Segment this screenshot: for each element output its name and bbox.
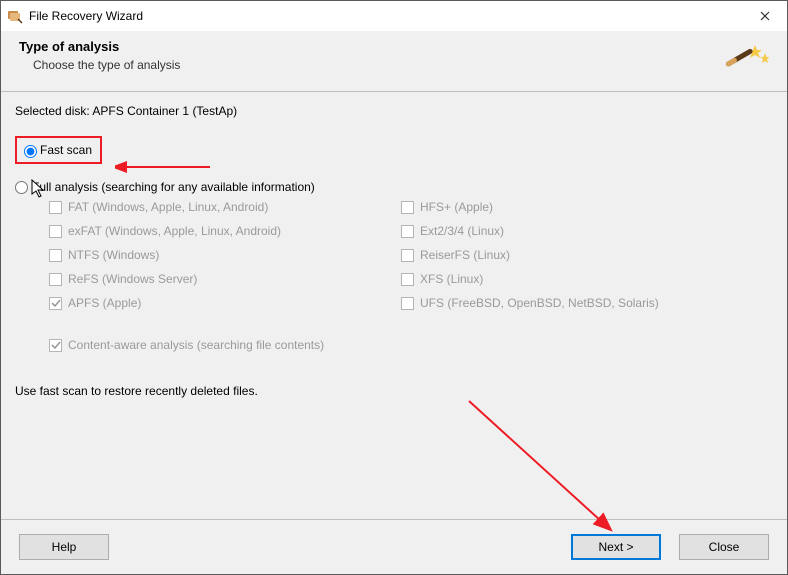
next-button[interactable]: Next > <box>571 534 661 560</box>
titlebar: File Recovery Wizard <box>1 1 787 31</box>
fs-label: exFAT (Windows, Apple, Linux, Android) <box>68 224 281 238</box>
app-icon <box>7 8 23 24</box>
fast-scan-radio[interactable] <box>24 145 37 158</box>
fs-label: Ext2/3/4 (Linux) <box>420 224 504 238</box>
fs-label: UFS (FreeBSD, OpenBSD, NetBSD, Solaris) <box>420 296 659 310</box>
help-button[interactable]: Help <box>19 534 109 560</box>
checkbox-icon <box>49 339 62 352</box>
close-button-footer[interactable]: Close <box>679 534 769 560</box>
fs-item-ext: Ext2/3/4 (Linux) <box>401 224 659 238</box>
fs-label: FAT (Windows, Apple, Linux, Android) <box>68 200 268 214</box>
content-area: Selected disk: APFS Container 1 (TestAp)… <box>1 92 787 406</box>
checkbox-icon <box>49 249 62 262</box>
hint-text: Use fast scan to restore recently delete… <box>15 384 773 398</box>
page-heading: Type of analysis <box>19 39 180 54</box>
fs-item-reiserfs: ReiserFS (Linux) <box>401 248 659 262</box>
filesystem-list: FAT (Windows, Apple, Linux, Android) exF… <box>49 200 773 310</box>
page-subheading: Choose the type of analysis <box>33 58 180 72</box>
fs-item-ufs: UFS (FreeBSD, OpenBSD, NetBSD, Solaris) <box>401 296 659 310</box>
selected-disk-label: Selected disk: APFS Container 1 (TestAp) <box>15 104 773 118</box>
fs-label: NTFS (Windows) <box>68 248 159 262</box>
fast-scan-option[interactable]: Fast scan <box>15 136 102 164</box>
checkbox-icon <box>401 225 414 238</box>
fs-label: ReFS (Windows Server) <box>68 272 197 286</box>
fs-label: ReiserFS (Linux) <box>420 248 510 262</box>
full-analysis-label: Full analysis (searching for any availab… <box>32 180 315 194</box>
checkbox-icon <box>49 297 62 310</box>
fs-item-fat: FAT (Windows, Apple, Linux, Android) <box>49 200 281 214</box>
checkbox-icon <box>401 249 414 262</box>
fs-item-hfs: HFS+ (Apple) <box>401 200 659 214</box>
fs-label: HFS+ (Apple) <box>420 200 493 214</box>
header-section: Type of analysis Choose the type of anal… <box>1 31 787 92</box>
wizard-wand-icon <box>721 39 769 79</box>
checkbox-icon <box>49 225 62 238</box>
help-button-label: Help <box>52 540 77 554</box>
fs-item-ntfs: NTFS (Windows) <box>49 248 281 262</box>
checkbox-icon <box>401 297 414 310</box>
fs-label: APFS (Apple) <box>68 296 141 310</box>
full-analysis-radio[interactable] <box>15 181 28 194</box>
header-text: Type of analysis Choose the type of anal… <box>19 39 180 72</box>
fs-label: XFS (Linux) <box>420 272 483 286</box>
checkbox-icon <box>49 273 62 286</box>
close-button[interactable] <box>742 1 787 31</box>
content-aware-label: Content-aware analysis (searching file c… <box>68 338 324 352</box>
window-title: File Recovery Wizard <box>29 9 143 23</box>
fs-item-apfs: APFS (Apple) <box>49 296 281 310</box>
selected-disk-value: APFS Container 1 (TestAp) <box>92 104 237 118</box>
close-button-label: Close <box>709 540 740 554</box>
selected-disk-prefix: Selected disk: <box>15 104 90 118</box>
fs-item-refs: ReFS (Windows Server) <box>49 272 281 286</box>
full-analysis-option[interactable]: Full analysis (searching for any availab… <box>15 180 773 194</box>
checkbox-icon <box>401 201 414 214</box>
fast-scan-label: Fast scan <box>40 143 92 157</box>
fs-item-xfs: XFS (Linux) <box>401 272 659 286</box>
fs-item-exfat: exFAT (Windows, Apple, Linux, Android) <box>49 224 281 238</box>
checkbox-icon <box>49 201 62 214</box>
filesystem-col-right: HFS+ (Apple) Ext2/3/4 (Linux) ReiserFS (… <box>401 200 659 310</box>
filesystem-col-left: FAT (Windows, Apple, Linux, Android) exF… <box>49 200 281 310</box>
next-button-label: Next > <box>598 540 633 554</box>
content-aware-option: Content-aware analysis (searching file c… <box>49 338 773 352</box>
fast-scan-row: Fast scan <box>15 136 773 166</box>
footer-bar: Help Next > Close <box>1 519 787 574</box>
wizard-window: File Recovery Wizard Type of analysis Ch… <box>0 0 788 575</box>
checkbox-icon <box>401 273 414 286</box>
